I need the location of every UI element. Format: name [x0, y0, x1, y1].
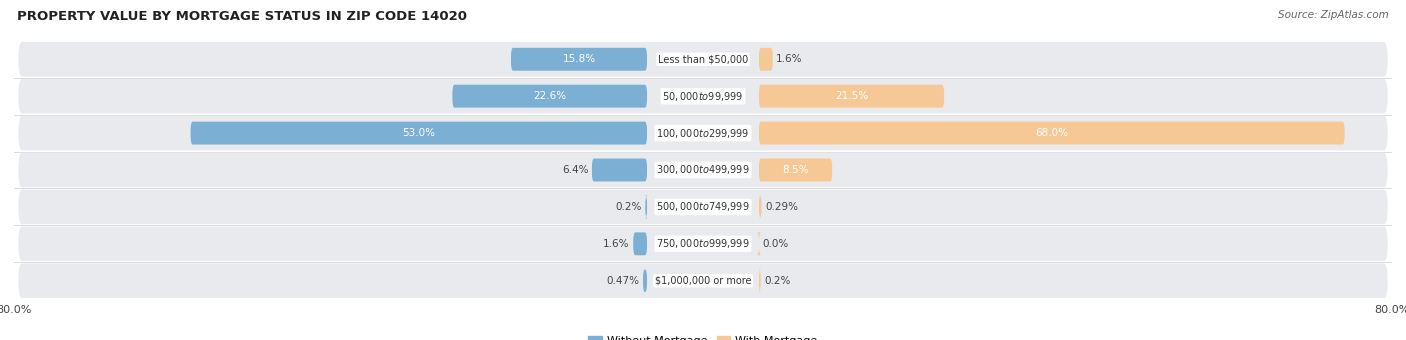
Text: $300,000 to $499,999: $300,000 to $499,999 — [657, 164, 749, 176]
FancyBboxPatch shape — [759, 158, 832, 182]
FancyBboxPatch shape — [18, 153, 1388, 187]
Text: 1.6%: 1.6% — [603, 239, 630, 249]
FancyBboxPatch shape — [592, 158, 647, 182]
Text: 0.29%: 0.29% — [765, 202, 799, 212]
Text: 0.2%: 0.2% — [763, 276, 790, 286]
Legend: Without Mortgage, With Mortgage: Without Mortgage, With Mortgage — [583, 331, 823, 340]
FancyBboxPatch shape — [643, 269, 647, 292]
Text: 1.6%: 1.6% — [776, 54, 803, 64]
FancyBboxPatch shape — [18, 42, 1388, 76]
FancyBboxPatch shape — [645, 195, 647, 218]
FancyBboxPatch shape — [453, 85, 647, 108]
Text: $750,000 to $999,999: $750,000 to $999,999 — [657, 237, 749, 250]
Text: 22.6%: 22.6% — [533, 91, 567, 101]
Text: 0.0%: 0.0% — [762, 239, 789, 249]
FancyBboxPatch shape — [18, 79, 1388, 114]
FancyBboxPatch shape — [18, 226, 1388, 261]
Text: Less than $50,000: Less than $50,000 — [658, 54, 748, 64]
Text: 0.2%: 0.2% — [616, 202, 643, 212]
Text: Source: ZipAtlas.com: Source: ZipAtlas.com — [1278, 10, 1389, 20]
FancyBboxPatch shape — [759, 195, 762, 218]
Text: PROPERTY VALUE BY MORTGAGE STATUS IN ZIP CODE 14020: PROPERTY VALUE BY MORTGAGE STATUS IN ZIP… — [17, 10, 467, 23]
Text: 8.5%: 8.5% — [782, 165, 808, 175]
FancyBboxPatch shape — [759, 122, 1344, 144]
FancyBboxPatch shape — [633, 232, 647, 255]
FancyBboxPatch shape — [759, 48, 773, 71]
Text: $50,000 to $99,999: $50,000 to $99,999 — [662, 90, 744, 103]
Text: 21.5%: 21.5% — [835, 91, 868, 101]
FancyBboxPatch shape — [18, 264, 1388, 298]
Text: 15.8%: 15.8% — [562, 54, 596, 64]
Text: $100,000 to $299,999: $100,000 to $299,999 — [657, 126, 749, 140]
FancyBboxPatch shape — [18, 116, 1388, 150]
FancyBboxPatch shape — [18, 190, 1388, 224]
FancyBboxPatch shape — [759, 269, 761, 292]
Text: $1,000,000 or more: $1,000,000 or more — [655, 276, 751, 286]
Text: $500,000 to $749,999: $500,000 to $749,999 — [657, 200, 749, 214]
FancyBboxPatch shape — [759, 85, 945, 108]
Text: 53.0%: 53.0% — [402, 128, 436, 138]
Text: 6.4%: 6.4% — [562, 165, 589, 175]
Text: 68.0%: 68.0% — [1035, 128, 1069, 138]
Text: 0.47%: 0.47% — [606, 276, 640, 286]
FancyBboxPatch shape — [191, 122, 647, 144]
FancyBboxPatch shape — [756, 232, 761, 255]
FancyBboxPatch shape — [510, 48, 647, 71]
